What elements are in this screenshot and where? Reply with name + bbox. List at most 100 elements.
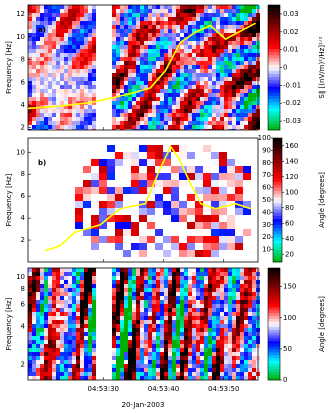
colorbar-step: [268, 89, 280, 92]
texture-cell: [156, 348, 160, 352]
texture-cell: [68, 364, 72, 368]
texture-cell: [168, 41, 172, 45]
texture-cell: [84, 356, 88, 360]
texture-cell: [40, 5, 44, 9]
texture-cell: [40, 312, 44, 316]
texture-cell: [128, 288, 132, 292]
texture-cell: [248, 316, 252, 320]
texture-cell: [196, 117, 200, 121]
texture-cell: [176, 276, 180, 280]
texture-cell: [112, 280, 116, 284]
texture-cell: [56, 61, 60, 65]
texture-cell: [179, 145, 187, 152]
texture-cell: [52, 117, 56, 121]
texture-cell: [136, 356, 140, 360]
texture-cell: [91, 159, 99, 166]
texture-cell: [68, 328, 72, 332]
texture-cell: [232, 37, 236, 41]
texture-cell: [32, 268, 36, 272]
texture-cell: [208, 41, 212, 45]
texture-cell: [68, 17, 72, 21]
texture-cell: [227, 166, 235, 173]
texture-cell: [92, 49, 96, 53]
texture-cell: [144, 348, 148, 352]
texture-cell: [56, 121, 60, 125]
texture-cell: [148, 97, 152, 101]
texture-cell: [92, 336, 96, 340]
texture-cell: [164, 372, 168, 376]
texture-cell: [187, 250, 195, 257]
texture-cell: [92, 21, 96, 25]
texture-cell: [116, 69, 120, 73]
texture-cell: [252, 272, 256, 276]
texture-cell: [92, 17, 96, 21]
texture-cell: [40, 352, 44, 356]
texture-cell: [236, 125, 240, 129]
texture-cell: [248, 97, 252, 101]
texture-cell: [88, 272, 92, 276]
texture-cell: [88, 324, 92, 328]
texture-cell: [252, 320, 256, 324]
texture-cell: [208, 5, 212, 9]
texture-cell: [235, 243, 243, 250]
texture-cell: [48, 5, 52, 9]
texture-cell: [124, 360, 128, 364]
texture-cell: [36, 109, 40, 113]
texture-cell: [244, 117, 248, 121]
texture-cell: [208, 324, 212, 328]
texture-cell: [152, 101, 156, 105]
texture-cell: [224, 109, 228, 113]
texture-cell: [192, 113, 196, 117]
texture-cell: [136, 308, 140, 312]
texture-cell: [132, 25, 136, 29]
texture-cell: [76, 372, 80, 376]
texture-cell: [172, 348, 176, 352]
texture-cell: [60, 45, 64, 49]
texture-cell: [168, 77, 172, 81]
texture-cell: [120, 304, 124, 308]
texture-cell: [148, 284, 152, 288]
texture-cell: [132, 29, 136, 33]
texture-cell: [164, 37, 168, 41]
texture-cell: [228, 324, 232, 328]
colorbar-step: [273, 157, 282, 160]
texture-cell: [184, 304, 188, 308]
texture-cell: [236, 113, 240, 117]
texture-cell: [132, 109, 136, 113]
texture-cell: [32, 17, 36, 21]
texture-cell: [72, 372, 76, 376]
texture-cell: [88, 308, 92, 312]
texture-cell: [228, 89, 232, 93]
texture-cell: [224, 372, 228, 376]
texture-cell: [72, 25, 76, 29]
texture-cell: [92, 272, 96, 276]
texture-cell: [120, 65, 124, 69]
texture-cell: [56, 292, 60, 296]
texture-cell: [64, 340, 68, 344]
texture-cell: [236, 328, 240, 332]
texture-cell: [180, 324, 184, 328]
texture-cell: [200, 368, 204, 372]
texture-cell: [84, 61, 88, 65]
texture-cell: [48, 300, 52, 304]
texture-cell: [156, 284, 160, 288]
texture-cell: [252, 53, 256, 57]
texture-cell: [180, 332, 184, 336]
texture-cell: [176, 97, 180, 101]
texture-cell: [208, 49, 212, 53]
texture-cell: [52, 336, 56, 340]
texture-cell: [112, 65, 116, 69]
texture-cell: [160, 105, 164, 109]
texture-cell: [176, 348, 180, 352]
texture-cell: [208, 368, 212, 372]
texture-cell: [180, 272, 184, 276]
texture-cell: [76, 320, 80, 324]
texture-cell: [240, 65, 244, 69]
texture-cell: [88, 336, 92, 340]
texture-cell: [179, 208, 187, 215]
texture-cell: [208, 57, 212, 61]
texture-cell: [168, 37, 172, 41]
texture-cell: [164, 113, 168, 117]
texture-cell: [228, 9, 232, 13]
texture-cell: [188, 93, 192, 97]
